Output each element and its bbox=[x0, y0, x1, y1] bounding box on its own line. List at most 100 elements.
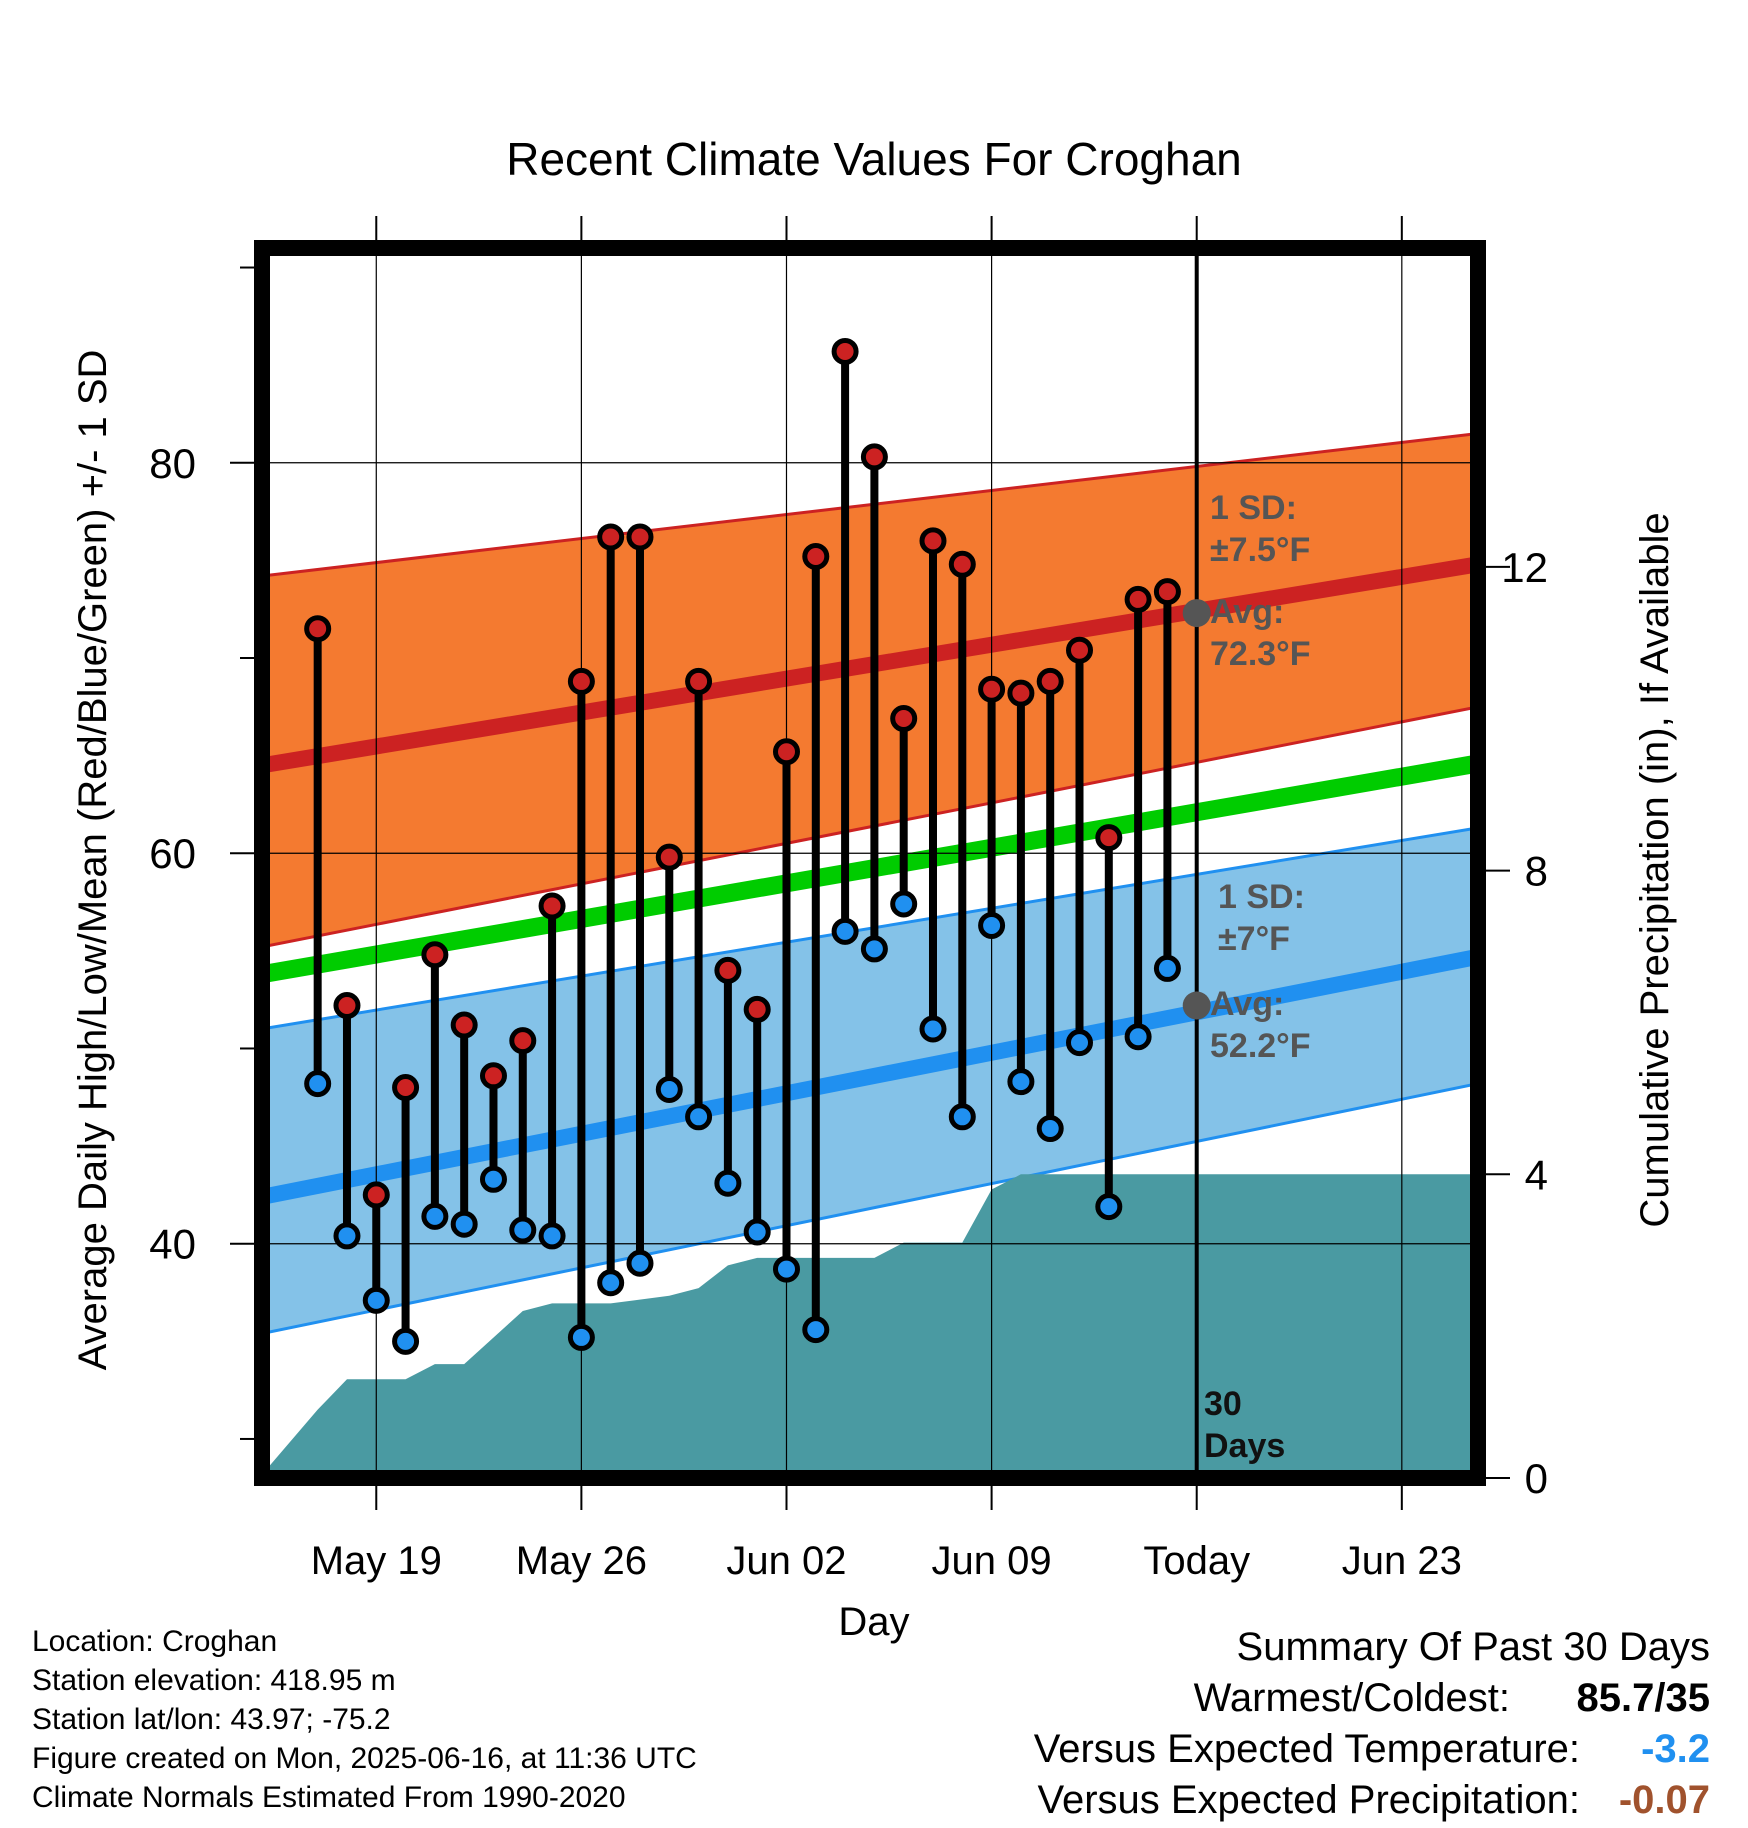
plot-inner bbox=[262, 248, 1478, 1478]
low-sd-annotation-line: 1 SD: bbox=[1218, 878, 1305, 916]
y-tick-label: 80 bbox=[149, 440, 196, 487]
high-avg-annotation-line: 72.3°F bbox=[1210, 635, 1311, 673]
low-sd-annotation-line: ±7°F bbox=[1218, 920, 1290, 958]
low-point bbox=[919, 1015, 947, 1043]
low-point bbox=[450, 1210, 478, 1238]
high-point bbox=[1153, 578, 1181, 606]
mean-normal-line bbox=[262, 754, 1478, 984]
low-avg-annotation-line: 52.2°F bbox=[1210, 1027, 1311, 1065]
high-point bbox=[362, 1181, 390, 1209]
high-point bbox=[714, 956, 742, 984]
high-normal-line bbox=[262, 556, 1478, 774]
high-point bbox=[479, 1062, 507, 1090]
y2-tick-label: 0 bbox=[1525, 1455, 1548, 1502]
high-sd-annotation-line: ±7.5°F bbox=[1210, 531, 1310, 569]
low-point bbox=[655, 1075, 683, 1103]
high-point bbox=[890, 705, 918, 733]
high-point bbox=[304, 615, 332, 643]
high-sd-band bbox=[262, 433, 1478, 947]
x-tick-label: Jun 23 bbox=[1342, 1539, 1462, 1583]
high-sd-annotation-line: 1 SD: bbox=[1210, 489, 1297, 527]
warmest-label: Warmest/Coldest: bbox=[1193, 1676, 1510, 1720]
low-avg-marker bbox=[1182, 991, 1211, 1020]
high-point bbox=[685, 667, 713, 695]
low-point bbox=[1153, 954, 1181, 982]
low-point bbox=[685, 1103, 713, 1131]
low-sd-annotation: 1 SD: ±7°F bbox=[1218, 878, 1305, 958]
summary-panel: Summary Of Past 30 Days Warmest/Coldest:… bbox=[1034, 1622, 1710, 1826]
high-sd-annotation: 1 SD: ±7.5°F bbox=[1210, 489, 1310, 569]
plot-area: 1 SD: ±7.5°F Avg: 72.3°F 1 SD: ±7°F Avg: 52.2°F… bbox=[149, 216, 1548, 1583]
temp-label: Versus Expected Temperature: bbox=[1033, 1727, 1580, 1771]
temp-value: -3.2 bbox=[1641, 1727, 1710, 1771]
low-point bbox=[743, 1218, 771, 1246]
high-sd-upper-line bbox=[262, 431, 1478, 578]
summary-precip-row: Versus Expected Precipitation: -0.07 bbox=[1034, 1775, 1710, 1826]
high-point bbox=[509, 1027, 537, 1055]
high-point bbox=[421, 941, 449, 969]
high-point bbox=[626, 523, 654, 551]
low-point bbox=[509, 1216, 537, 1244]
x-tick-label: Jun 09 bbox=[932, 1539, 1052, 1583]
window-annotation: 30 Days bbox=[1204, 1385, 1285, 1465]
low-point bbox=[714, 1169, 742, 1197]
low-point bbox=[333, 1222, 361, 1250]
x-tick-label: May 19 bbox=[311, 1539, 442, 1583]
x-tick-label: May 26 bbox=[516, 1539, 647, 1583]
summary-title: Summary Of Past 30 Days bbox=[1236, 1625, 1710, 1669]
low-avg-annotation-line: Avg: bbox=[1210, 985, 1284, 1023]
warmest-value: 85.7/35 bbox=[1576, 1676, 1710, 1720]
low-point bbox=[1124, 1023, 1152, 1051]
high-point bbox=[1066, 636, 1094, 664]
high-point bbox=[1036, 667, 1064, 695]
low-point bbox=[890, 890, 918, 918]
high-point bbox=[978, 675, 1006, 703]
normals-text: Climate Normals Estimated From 1990-2020 bbox=[32, 1781, 626, 1814]
high-point bbox=[860, 443, 888, 471]
summary-temp-row: Versus Expected Temperature: -3.2 bbox=[1034, 1724, 1710, 1775]
precip-area bbox=[262, 1174, 1478, 1478]
high-avg-marker bbox=[1182, 599, 1211, 628]
low-avg-annotation: Avg: 52.2°F bbox=[1210, 985, 1311, 1065]
plot-frame bbox=[254, 240, 1486, 1486]
latlon-text: Station lat/lon: 43.97; -75.2 bbox=[32, 1703, 391, 1736]
y2-axis-label: Cumulative Precipitation (in), If Availa… bbox=[1633, 512, 1677, 1227]
window-annotation-line: 30 bbox=[1204, 1385, 1242, 1423]
low-point bbox=[538, 1222, 566, 1250]
high-point bbox=[919, 527, 947, 555]
high-point bbox=[802, 542, 830, 570]
low-point bbox=[860, 935, 888, 963]
location-text: Location: Croghan bbox=[32, 1625, 278, 1658]
high-point bbox=[831, 337, 859, 365]
chart-title: Recent Climate Values For Croghan bbox=[506, 133, 1241, 185]
low-point bbox=[567, 1323, 595, 1351]
low-sd-lower-line bbox=[262, 1082, 1478, 1335]
low-point bbox=[479, 1165, 507, 1193]
high-point bbox=[450, 1011, 478, 1039]
high-point bbox=[743, 995, 771, 1023]
x-tick-label: Today bbox=[1143, 1539, 1250, 1583]
low-point bbox=[304, 1070, 332, 1098]
high-sd-lower-line bbox=[262, 705, 1478, 949]
elevation-text: Station elevation: 418.95 m bbox=[32, 1664, 396, 1697]
low-point bbox=[1095, 1193, 1123, 1221]
window-annotation-line: Days bbox=[1204, 1427, 1285, 1465]
low-point bbox=[392, 1327, 420, 1355]
low-point bbox=[597, 1269, 625, 1297]
high-point bbox=[567, 667, 595, 695]
x-axis-label: Day bbox=[838, 1600, 909, 1644]
high-point bbox=[948, 550, 976, 578]
created-text: Figure created on Mon, 2025-06-16, at 11… bbox=[32, 1742, 697, 1775]
y2-tick-label: 12 bbox=[1501, 544, 1548, 591]
low-point bbox=[421, 1202, 449, 1230]
precip-value: -0.07 bbox=[1618, 1778, 1710, 1822]
y2-tick-label: 8 bbox=[1525, 848, 1548, 895]
y-tick-label: 60 bbox=[149, 830, 196, 877]
high-point bbox=[655, 843, 683, 871]
high-point bbox=[1124, 585, 1152, 613]
high-point bbox=[1095, 824, 1123, 852]
precip-label: Versus Expected Precipitation: bbox=[1037, 1778, 1580, 1822]
low-point bbox=[362, 1286, 390, 1314]
low-sd-upper-line bbox=[262, 826, 1478, 1031]
